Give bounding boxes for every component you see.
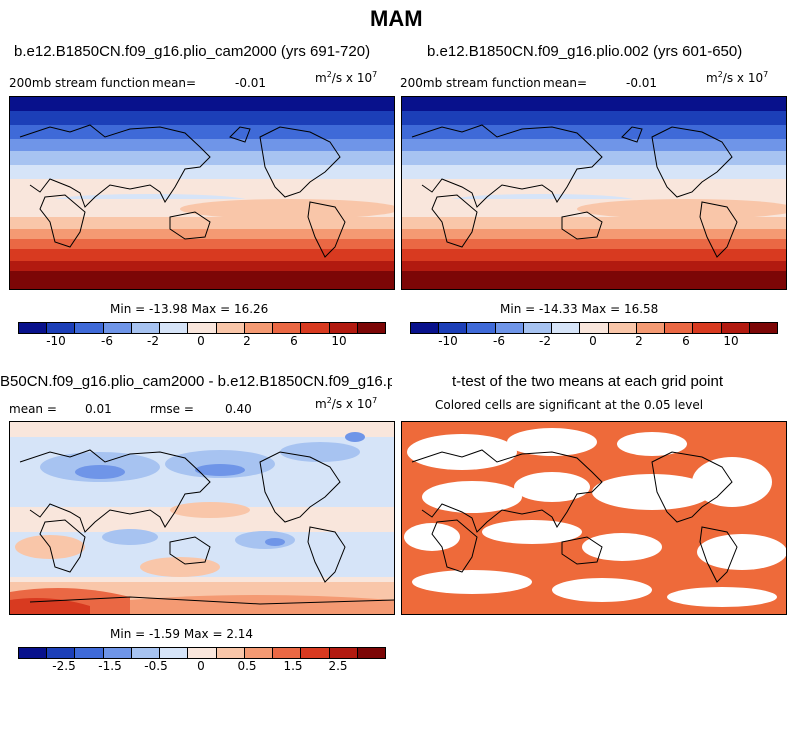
panel1-map [9,96,400,290]
panel1-colorbar-ticks: -10 -6 -2 0 2 6 10 [18,334,384,350]
colorbar-tick: -6 [493,334,505,348]
colorbar-tick: -10 [438,334,458,348]
colorbar-tick: -6 [101,334,113,348]
colorbar-swatch [19,648,48,658]
colorbar-swatch [75,648,104,658]
panel2-colorbar-ticks: -10 -6 -2 0 2 6 10 [410,334,776,350]
colorbar-swatch [357,323,386,333]
colorbar-swatch [523,323,553,333]
panel2-mean-label: mean= [543,76,588,90]
colorbar-swatch [160,648,189,658]
colorbar-swatch [467,323,496,333]
panel3-mean-label: mean = [9,402,57,416]
colorbar-swatch [75,323,104,333]
colorbar-swatch [216,648,245,658]
colorbar-tick: 10 [723,334,739,348]
colorbar-swatch [495,323,524,333]
panel3-units: m2/s x 107 [315,396,378,411]
colorbar-tick: 0 [197,334,205,348]
colorbar-tick: -2 [539,334,551,348]
colorbar-swatch [19,323,48,333]
colorbar-tick: 6 [290,334,298,348]
colorbar-swatch [244,648,274,658]
colorbar-tick: -10 [46,334,66,348]
colorbar-swatch [273,323,302,333]
colorbar-swatch [665,323,694,333]
colorbar-swatch [439,323,468,333]
colorbar-swatch [103,323,132,333]
colorbar-tick: -2.5 [52,659,76,673]
panel2-units: m2/s x 107 [706,70,769,85]
panel2-mean-value: -0.01 [626,76,658,90]
panel2-field [402,97,795,289]
colorbar-swatch [636,323,666,333]
colorbar-swatch [357,648,386,658]
colorbar-swatch [608,323,637,333]
colorbar-tick: 0 [589,334,597,348]
panel1-field [10,97,400,289]
colorbar-swatch [693,323,722,333]
colorbar-tick: 0.5 [237,659,257,673]
panel2-map [401,96,795,290]
panel3-title: B50CN.f09_g16.plio_cam2000 - b.e12.B1850… [0,373,392,390]
colorbar-tick: -2 [147,334,159,348]
panel3-field [10,422,395,614]
panel4-title: t-test of the two means at each grid poi… [452,373,723,390]
colorbar-tick: 1.5 [283,659,303,673]
colorbar-swatch [244,323,274,333]
colorbar-tick: 6 [682,334,690,348]
colorbar-swatch [329,648,358,658]
colorbar-swatch [188,648,217,658]
colorbar-swatch [131,648,161,658]
colorbar-swatch [552,323,581,333]
colorbar-swatch [160,323,189,333]
colorbar-swatch [188,323,217,333]
panel3-colorbar-ticks: -2.5 -1.5 -0.5 0 0.5 1.5 2.5 [18,659,384,675]
panel1-subtitle: 200mb stream function [9,76,150,90]
panel3-rmse-label: rmse = [150,402,194,416]
colorbar-swatch [411,323,440,333]
panel1-units: m2/s x 107 [315,70,378,85]
panel3-map [9,421,395,615]
colorbar-tick: 0 [197,659,205,673]
panel4-map [401,421,787,615]
panel4-subtitle: Colored cells are significant at the 0.0… [435,398,704,412]
panel3-rmse-value: 0.40 [225,402,252,416]
panel2-subtitle: 200mb stream function [400,76,541,90]
colorbar-swatch [103,648,132,658]
panel1-mean-value: -0.01 [235,76,267,90]
colorbar-swatch [273,648,302,658]
colorbar-tick: -0.5 [144,659,168,673]
colorbar-swatch [749,323,778,333]
colorbar-tick: 2 [243,334,251,348]
colorbar-swatch [47,323,76,333]
panel2-title: b.e12.B1850CN.f09_g16.plio.002 (yrs 601-… [427,43,743,60]
panel3-mean-value: 0.01 [85,402,112,416]
panel1-colorbar [18,322,386,334]
panel2-minmax: Min = -14.33 Max = 16.58 [500,302,659,316]
colorbar-swatch [329,323,358,333]
colorbar-swatch [216,323,245,333]
colorbar-swatch [301,648,330,658]
panel1-minmax: Min = -13.98 Max = 16.26 [110,302,269,316]
colorbar-swatch [301,323,330,333]
colorbar-tick: 2 [635,334,643,348]
panel1-title: b.e12.B1850CN.f09_g16.plio_cam2000 (yrs … [14,43,371,60]
panel4-field [402,422,787,614]
colorbar-tick: 10 [331,334,347,348]
colorbar-tick: -1.5 [98,659,122,673]
panel1-mean-label: mean= [152,76,197,90]
panel2-colorbar [410,322,778,334]
colorbar-swatch [721,323,750,333]
colorbar-swatch [47,648,76,658]
colorbar-swatch [131,323,161,333]
panel3-colorbar [18,647,386,659]
panel3-minmax: Min = -1.59 Max = 2.14 [110,627,254,641]
colorbar-swatch [580,323,609,333]
colorbar-tick: 2.5 [328,659,348,673]
season-title: MAM [370,6,423,31]
